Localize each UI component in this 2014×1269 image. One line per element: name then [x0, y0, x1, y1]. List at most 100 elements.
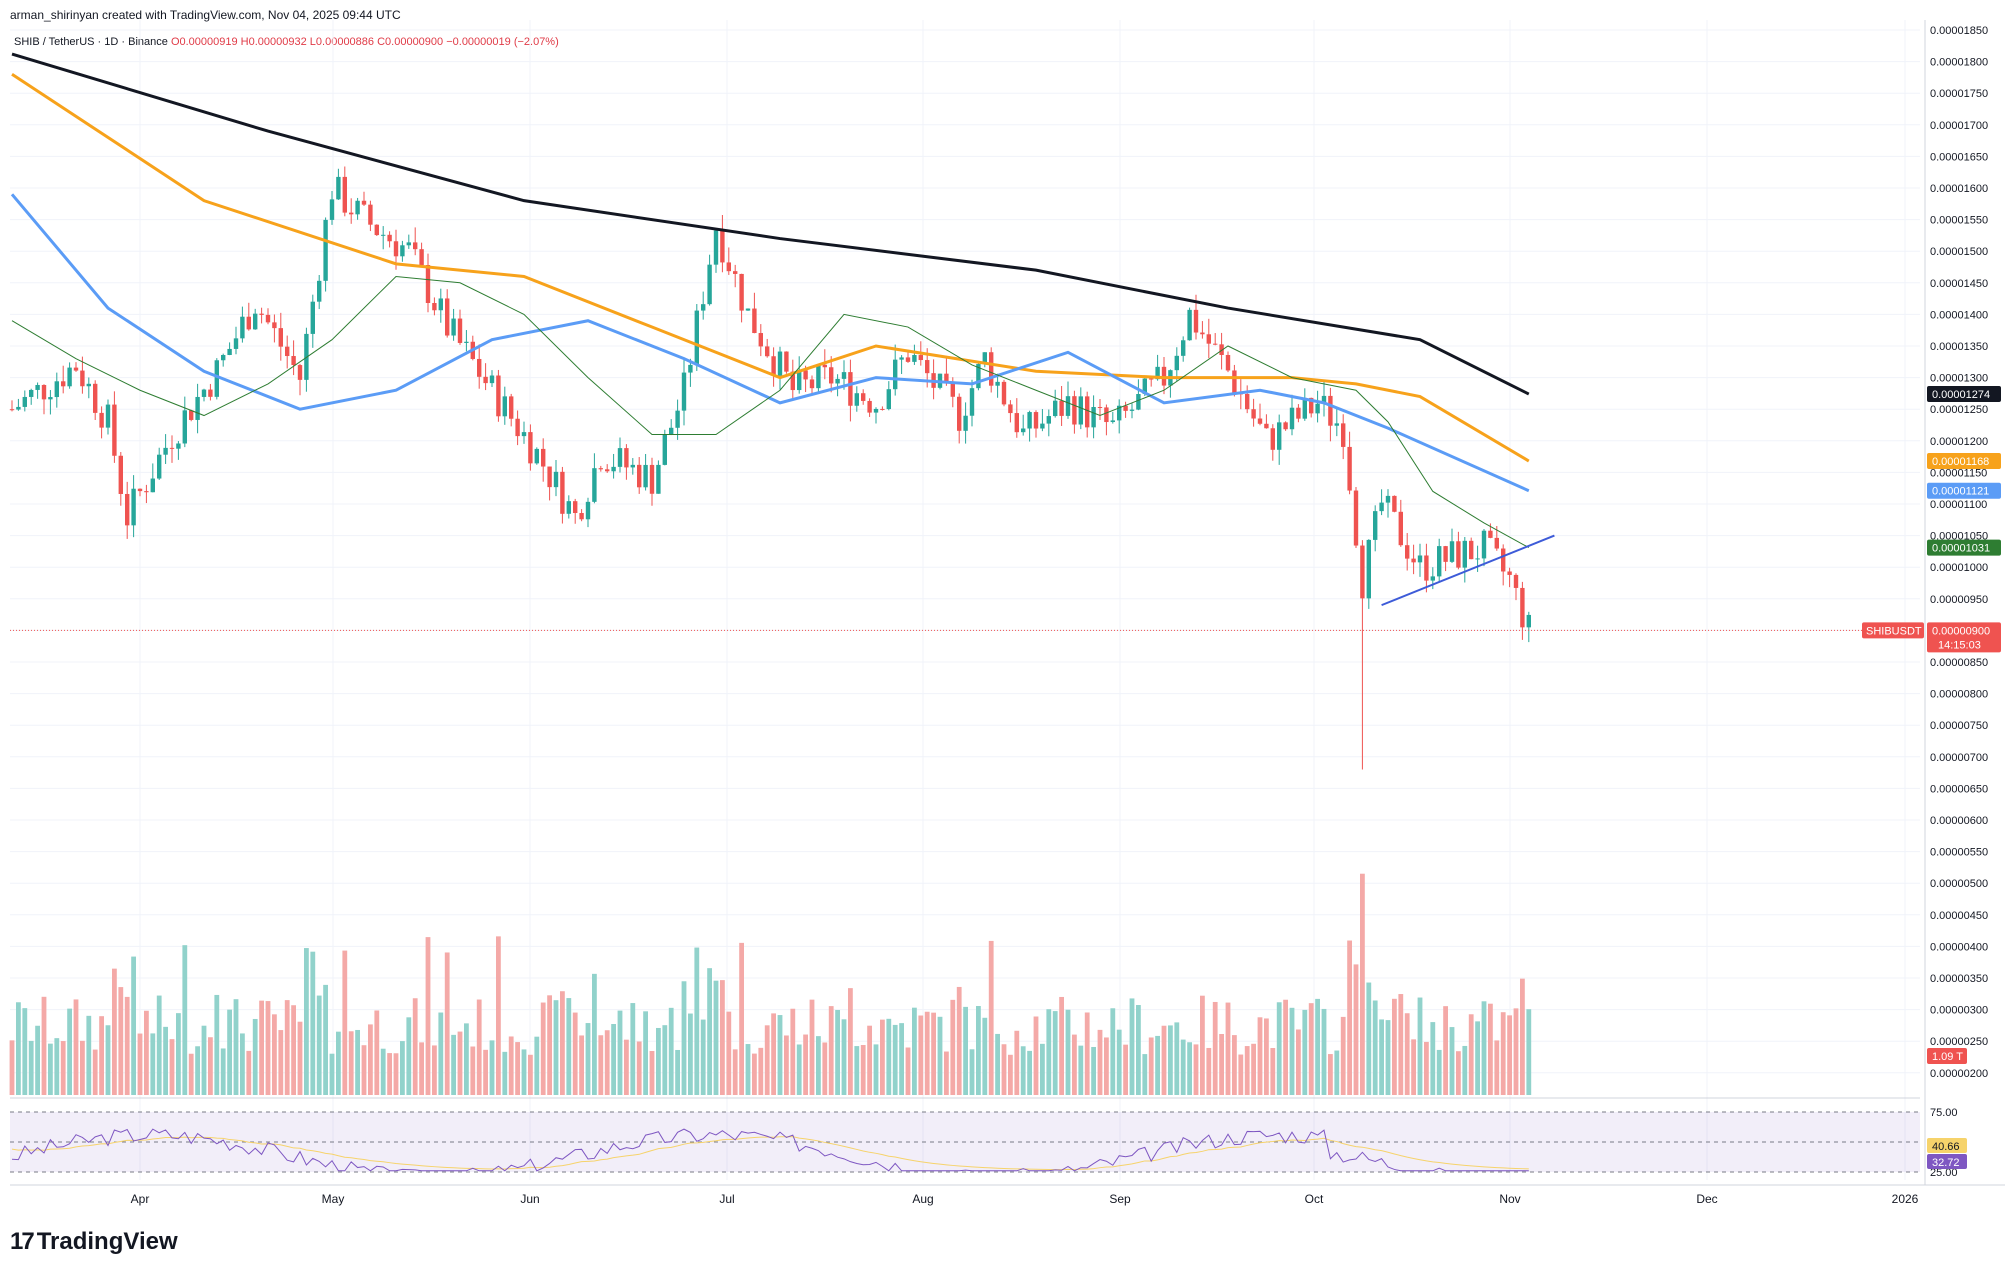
- legend-open: O0.00000919: [170, 36, 238, 48]
- candle-body: [253, 313, 258, 330]
- candle-body: [662, 434, 667, 465]
- volume-bar: [1475, 1021, 1480, 1095]
- price-tick-label: 0.00001850: [1930, 25, 1988, 37]
- volume-bar: [880, 1019, 885, 1095]
- candle-body: [265, 314, 271, 323]
- volume-bar: [1059, 996, 1064, 1095]
- candle-body: [1251, 409, 1256, 419]
- candle-body: [989, 352, 994, 386]
- volume-bar: [16, 1002, 21, 1095]
- candle-body: [105, 404, 111, 428]
- volume-bar: [240, 1033, 245, 1095]
- candle-body: [1104, 407, 1109, 423]
- candle-body: [950, 381, 955, 397]
- grid-lines: [10, 20, 1920, 1180]
- volume-bar: [246, 1050, 252, 1095]
- candle-body: [611, 466, 616, 472]
- candle-body: [765, 346, 770, 357]
- price-tick-label: 0.00000950: [1930, 594, 1988, 606]
- volume-bar: [252, 1018, 258, 1095]
- volume-bar: [1264, 1018, 1269, 1095]
- candle-body: [957, 396, 962, 431]
- volume-bar: [489, 1040, 495, 1095]
- volume-bar: [963, 1006, 968, 1095]
- candle-body: [1123, 405, 1128, 411]
- price-badge-bg: [1927, 386, 2001, 403]
- volume-bar: [169, 1039, 175, 1095]
- candle-body: [1424, 555, 1429, 581]
- candle-body: [617, 448, 623, 467]
- last-price-label: 0.00000900: [1932, 625, 1990, 637]
- volume-bar: [777, 1015, 783, 1095]
- candle-body: [1494, 537, 1499, 549]
- volume-bars: [9, 873, 1532, 1095]
- candle-body: [771, 356, 776, 376]
- volume-bar: [464, 1023, 469, 1095]
- volume-bar: [726, 1011, 732, 1095]
- candle-body: [918, 355, 923, 361]
- candle-body: [1040, 423, 1045, 429]
- candle-body: [54, 381, 59, 398]
- rsi-badge-bg: [1927, 1154, 1967, 1169]
- volume-bar: [886, 1018, 892, 1095]
- candle-body: [649, 464, 655, 494]
- price-tick-label: 0.00001650: [1930, 151, 1988, 163]
- volume-bar: [310, 951, 316, 1095]
- legend-symbol[interactable]: SHIB / TetherUS · 1D · Binance: [14, 36, 168, 48]
- candle-body: [1206, 334, 1211, 344]
- volume-bar: [22, 1008, 28, 1095]
- axes: 0.00001850 0.00001800 0.00001750 0.00001700…: [10, 20, 2005, 1206]
- candle-body: [1481, 530, 1487, 559]
- volume-bar: [80, 1040, 85, 1095]
- candle-body: [688, 364, 693, 373]
- price-tick-label: 0.00000650: [1930, 783, 1988, 795]
- price-tick-label: 0.00000750: [1930, 720, 1988, 732]
- volume-bar: [1187, 1042, 1192, 1095]
- volume-bar: [688, 1013, 693, 1095]
- volume-bar: [323, 984, 328, 1095]
- volume-bar: [188, 1053, 194, 1095]
- volume-bar: [144, 1010, 149, 1095]
- candle-body: [1149, 378, 1154, 380]
- price-tick-label: 0.00001050: [1930, 531, 1988, 543]
- candle-body: [598, 468, 603, 470]
- volume-bar: [272, 1014, 277, 1095]
- volume-bar: [713, 980, 719, 1095]
- candle-body: [1283, 422, 1288, 430]
- candle-body: [643, 464, 648, 488]
- candle-body: [1328, 395, 1333, 426]
- volume-bar: [899, 1023, 904, 1095]
- price-tick-label: 0.00001200: [1930, 436, 1988, 448]
- symbol-legend: SHIB / TetherUS · 1D · Binance O0.000009…: [14, 36, 559, 48]
- candle-body: [406, 242, 411, 246]
- volume-bar: [611, 1024, 616, 1095]
- candle-body: [349, 212, 354, 215]
- volume-bar: [1398, 994, 1404, 1095]
- volume-bar: [1507, 1015, 1512, 1095]
- candle-body: [381, 234, 386, 236]
- candle-body: [227, 348, 232, 355]
- volume-bar: [496, 936, 501, 1095]
- volume-bar: [1238, 1054, 1244, 1095]
- volume-bar: [1084, 1012, 1090, 1095]
- candle-body: [1347, 446, 1352, 491]
- candle-body: [445, 298, 450, 336]
- volume-bar: [1392, 998, 1397, 1095]
- price-tick-label: 0.00000350: [1930, 973, 1988, 985]
- candle-body: [201, 389, 207, 397]
- volume-bar: [1046, 1009, 1052, 1095]
- candle-body: [822, 364, 827, 368]
- candle-body: [438, 298, 443, 311]
- volume-bar: [425, 937, 431, 1095]
- sma-line: [11, 52, 1530, 396]
- volume-bar: [937, 1016, 943, 1095]
- volume-bar: [617, 1010, 623, 1095]
- volume-bar: [803, 1034, 808, 1095]
- time-tick-label: Jul: [719, 1192, 734, 1206]
- volume-bar: [1142, 1054, 1148, 1095]
- volume-bar: [1456, 1051, 1461, 1095]
- candle-body: [323, 219, 328, 281]
- candle-body: [112, 404, 117, 456]
- candle-body: [566, 501, 571, 514]
